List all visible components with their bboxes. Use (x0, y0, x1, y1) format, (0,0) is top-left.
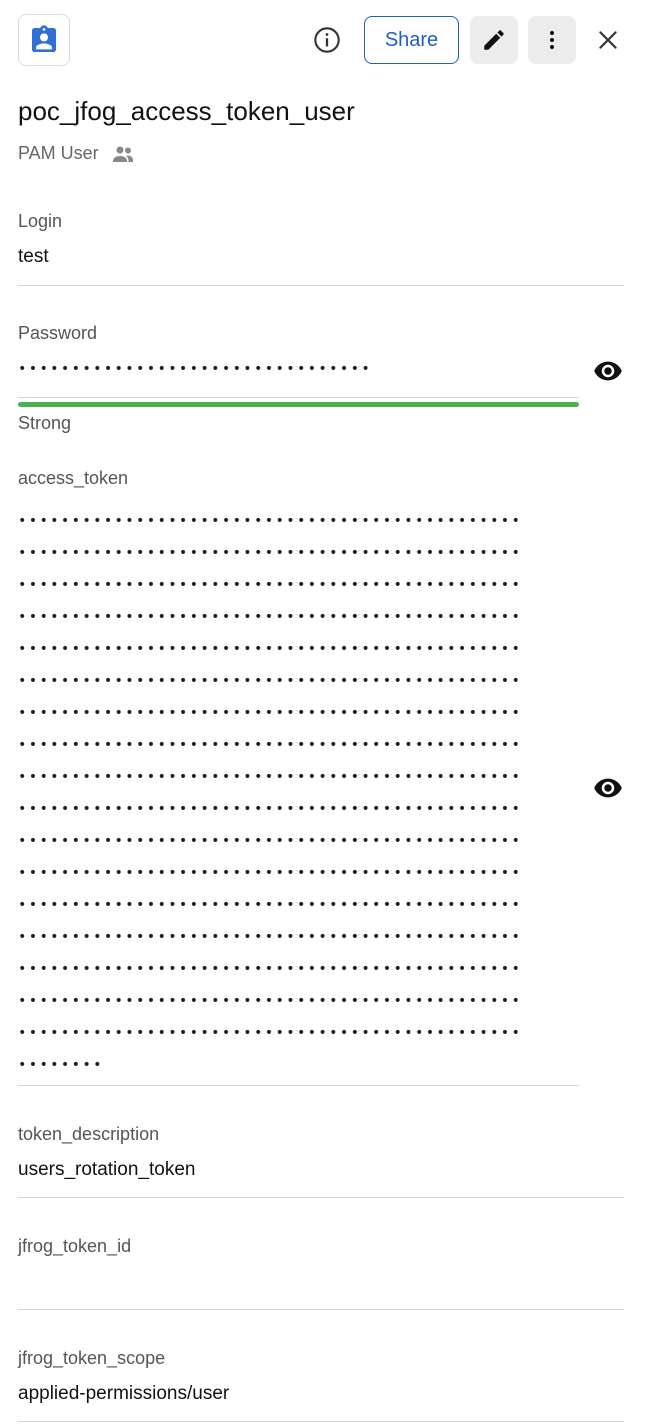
jfrog-token-scope-divider (18, 1421, 624, 1422)
vertical-dots-icon (550, 31, 554, 49)
password-value[interactable]: ••••••••••••••••••••••••••••••••• (18, 361, 373, 377)
access-token-line: ••••••••••••••••••••••••••••••••••••••••… (18, 737, 523, 753)
access-token-divider (18, 1085, 579, 1086)
password-strength-bar (18, 402, 579, 407)
record-title: poc_jfog_access_token_user (18, 96, 355, 126)
pencil-icon (484, 30, 504, 50)
edit-button[interactable] (470, 16, 518, 64)
access-token-line: ••••••••••••••••••••••••••••••••••••••••… (18, 577, 523, 593)
show-access-token-button[interactable] (591, 771, 625, 805)
access-token-line: ••••••••••••••••••••••••••••••••••••••••… (18, 1025, 523, 1041)
access-token-line: ••••••••••••••••••••••••••••••••••••••••… (18, 897, 523, 913)
jfrog-token-id-divider (18, 1309, 624, 1310)
share-button[interactable]: Share (364, 16, 459, 64)
close-x-icon (599, 31, 617, 49)
token-description-divider (18, 1197, 624, 1198)
access-token-line: ••••••••••••••••••••••••••••••••••••••••… (18, 961, 523, 977)
close-button[interactable] (586, 18, 630, 62)
access-token-line: ••••••••••••••••••••••••••••••••••••••••… (18, 929, 523, 945)
login-divider (18, 285, 624, 286)
access-token-line: ••••••••••••••••••••••••••••••••••••••••… (18, 769, 523, 785)
jfrog-token-scope-label: jfrog_token_scope (18, 1348, 166, 1368)
eye-icon (594, 361, 622, 381)
access-token-value[interactable]: ••••••••••••••••••••••••••••••••••••••••… (18, 505, 583, 1081)
jfrog-token-scope-value[interactable]: applied-permissions/user (18, 1383, 230, 1404)
token-description-value[interactable]: users_rotation_token (18, 1159, 196, 1180)
person-badge-icon (32, 25, 56, 52)
shared-users-icon (112, 146, 133, 162)
access-token-line: ••••••••••••••••••••••••••••••••••••••••… (18, 801, 523, 817)
access-token-line: ••••••••••••••••••••••••••••••••••••••••… (18, 705, 523, 721)
record-type-line: PAM User (18, 143, 135, 164)
access-token-label: access_token (18, 468, 129, 488)
login-value[interactable]: test (18, 246, 49, 267)
info-button[interactable] (306, 18, 348, 62)
jfrog-token-id-label: jfrog_token_id (18, 1236, 132, 1256)
access-token-line: ••••••••••••••••••••••••••••••••••••••••… (18, 865, 523, 881)
eye-icon (594, 778, 622, 798)
record-type-icon (18, 14, 70, 66)
more-options-button[interactable] (528, 16, 576, 64)
password-label: Password (18, 323, 98, 343)
access-token-line: ••••••••••••••••••••••••••••••••••••••••… (18, 641, 523, 657)
access-token-line: ••••••••••••••••••••••••••••••••••••••••… (18, 545, 523, 561)
password-divider (18, 397, 579, 398)
access-token-line: ••••••••••••••••••••••••••••••••••••••••… (18, 673, 523, 689)
access-token-line: ••••••••••••••••••••••••••••••••••••••••… (18, 833, 523, 849)
share-button-label: Share (384, 28, 439, 51)
record-type-label: PAM User (18, 143, 99, 163)
login-label: Login (18, 211, 63, 231)
token-description-label: token_description (18, 1124, 160, 1144)
access-token-line: •••••••• (18, 1057, 104, 1073)
show-password-button[interactable] (591, 354, 625, 388)
info-circle-icon (314, 27, 340, 53)
access-token-line: ••••••••••••••••••••••••••••••••••••••••… (18, 609, 523, 625)
access-token-line: ••••••••••••••••••••••••••••••••••••••••… (18, 993, 523, 1009)
password-strength-label: Strong (18, 413, 72, 433)
access-token-line: ••••••••••••••••••••••••••••••••••••••••… (18, 513, 523, 529)
